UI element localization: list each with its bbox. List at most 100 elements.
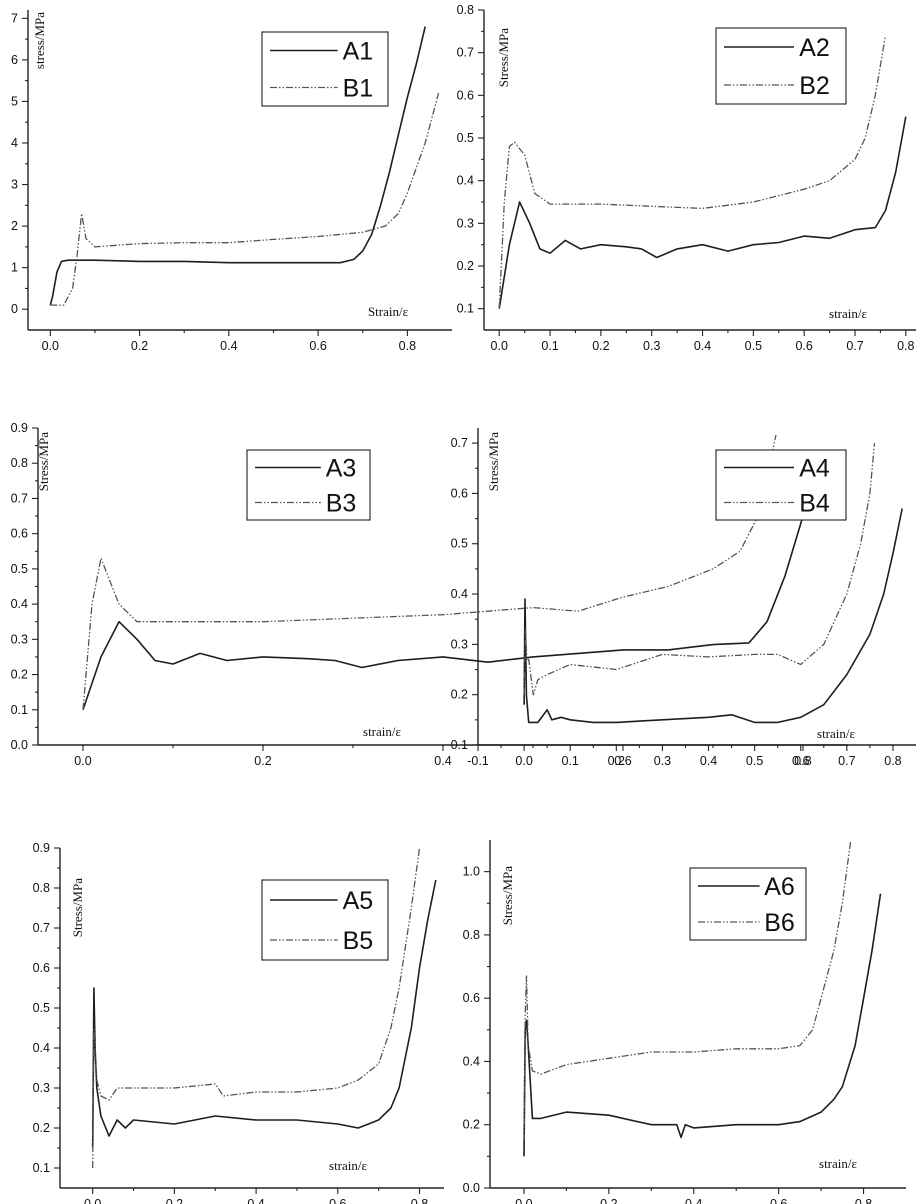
legend-label-A3: A3 [326,455,357,483]
x-axis-label: strain/ε [817,726,855,741]
y-tick-label: 0.4 [11,597,28,611]
legend-box [689,867,807,941]
y-tick-label: 0.1 [457,302,474,316]
x-tick-label: 0.2 [131,339,148,353]
y-axis-label: Stress/MPa [496,28,511,87]
y-tick-label: 0.1 [11,703,28,717]
y-axis-label: Stress/MPa [500,866,515,925]
series-line-A6 [523,893,882,1157]
x-tick-label: 0.8 [884,754,901,768]
legend-label-B1: B1 [343,75,374,103]
series-line-B3 [82,434,777,710]
series-line-B1 [50,92,440,306]
y-tick-label: 0.2 [11,668,28,682]
x-tick-label: 0.8 [399,339,416,353]
x-tick-label: 0.4 [700,754,717,768]
x-tick-label: 0.4 [685,1197,702,1204]
y-tick-label: 0.6 [33,961,50,975]
y-tick-label: 0.5 [451,537,468,551]
y-axis-label: Stress/MPa [36,432,51,491]
legend-box [715,27,847,105]
y-tick-label: 0.4 [457,174,474,188]
y-tick-label: 0.7 [33,921,50,935]
series-line-B4 [523,443,876,696]
y-tick-label: 0.6 [11,527,28,541]
series-line-B2 [498,35,887,309]
legend-label-B2: B2 [799,72,830,100]
y-tick-label: 0.8 [33,881,50,895]
y-tick-label: 0.4 [33,1041,50,1055]
legend-label-A6: A6 [764,873,795,901]
y-tick-label: 0.2 [457,259,474,273]
series-line-B5 [92,847,421,1169]
y-tick-label: 3 [11,178,18,192]
y-tick-label: 6 [11,53,18,67]
y-tick-label: 5 [11,94,18,108]
legend-label-A5: A5 [343,887,374,915]
x-tick-label: 0.3 [654,754,671,768]
y-tick-label: 0.8 [11,456,28,470]
y-tick-label: 0.4 [451,587,468,601]
legend-box [261,879,389,961]
y-axis-label: Stress/MPa [486,432,501,491]
y-tick-label: 0.3 [457,216,474,230]
y-tick-label: 0.2 [33,1121,50,1135]
chart-panel-4: -0.1 0.0 0.1 0.2 0.3 0.4 0.5 0.6 0.7 0.8 0.1 0.2 0.3… [451,428,916,768]
y-tick-label: 1 [11,261,18,275]
legend-label-A1: A1 [343,38,374,66]
chart-panel-1: 0.0 0.2 0.4 0.6 0.8 0 1 2 3 4 5 6 7 Strain/ε stress/MP… [11,10,452,353]
legend-label-A4: A4 [799,455,830,483]
series-line-A5 [91,879,437,1149]
series-line-B6 [523,839,852,1141]
x-tick-label: 0.4 [220,339,237,353]
legend-label-B5: B5 [343,927,374,955]
x-axis-label: Strain/ε [368,304,409,319]
x-tick-label: 0.1 [562,754,579,768]
y-tick-label: 0.8 [463,928,480,942]
x-tick-label: 0.2 [592,339,609,353]
y-tick-label: 0.9 [33,841,50,855]
chart-panel-6: 0.0 0.2 0.4 0.6 0.8 0.0 0.2 0.4 0.6 0.8 1.0 strain/… [463,839,906,1204]
y-tick-label: 0.1 [451,738,468,752]
y-tick-label: 0.7 [457,46,474,60]
x-tick-label: 0.2 [254,754,271,768]
x-tick-label: 0.8 [855,1197,872,1204]
x-tick-label: 0.5 [746,754,763,768]
y-tick-label: 0.8 [457,3,474,17]
chart-panel-3: 0.0 0.2 0.4 0.6 0.80.00.10.20.30.40.50.60.70… [11,421,848,768]
x-axis-label: strain/ε [819,1156,857,1171]
y-tick-label: 0.5 [11,562,28,576]
x-tick-label: 0.0 [42,339,59,353]
x-tick-label: 0.6 [770,1197,787,1204]
y-tick-label: 0.6 [457,88,474,102]
x-tick-label: 0.1 [541,339,558,353]
x-tick-label: 0.2 [608,754,625,768]
y-tick-label: 0.5 [33,1001,50,1015]
y-tick-label: 0.3 [11,632,28,646]
x-tick-label: 0.4 [247,1197,264,1204]
y-tick-label: 0.6 [463,991,480,1005]
legend-label-B4: B4 [799,490,830,518]
x-tick-label: 0.3 [643,339,660,353]
x-tick-label: 0.0 [84,1197,101,1204]
legend-label-A2: A2 [799,34,830,62]
y-tick-label: 0.4 [463,1054,480,1068]
x-tick-label: 0.7 [838,754,855,768]
y-tick-label: 0.6 [451,486,468,500]
series-line-A3 [82,455,822,711]
x-axis-label: strain/ε [363,724,401,739]
x-tick-label: 0.6 [329,1197,346,1204]
series-line-A4 [523,508,903,724]
legend-box [715,449,847,521]
x-tick-label: 0.6 [614,754,631,768]
y-tick-label: 0.3 [451,637,468,651]
x-tick-label: 0.0 [515,1197,532,1204]
legend-label-B6: B6 [764,909,795,937]
x-tick-label: 0.0 [515,754,532,768]
x-tick-label: 0.8 [794,754,811,768]
y-tick-label: 0.2 [463,1118,480,1132]
x-tick-label: 0.2 [600,1197,617,1204]
y-tick-label: 0.9 [11,421,28,435]
y-tick-label: 0.7 [11,491,28,505]
